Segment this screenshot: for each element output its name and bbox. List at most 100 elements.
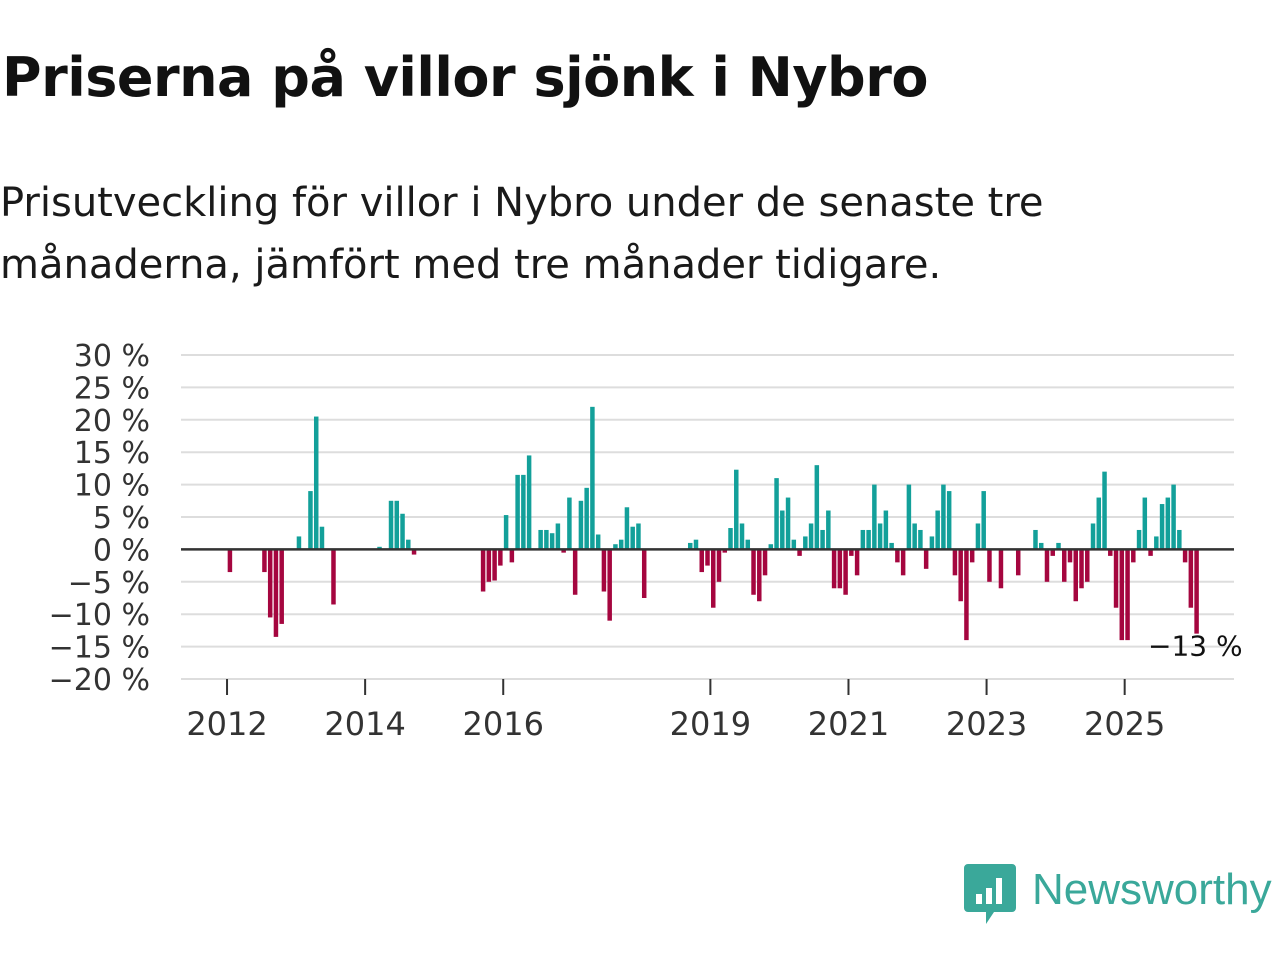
bar — [906, 484, 912, 550]
bar — [814, 465, 820, 550]
bar — [831, 549, 837, 589]
bar — [503, 515, 509, 550]
y-tick-label: 0 % — [93, 533, 150, 568]
bar — [1102, 471, 1107, 550]
bar — [296, 536, 302, 550]
bar — [1177, 529, 1182, 550]
bar — [918, 529, 923, 550]
chart-subtitle: Prisutveckling för villor i Nybro under … — [0, 180, 1044, 288]
bar — [308, 491, 313, 550]
bar — [595, 534, 601, 550]
bar — [331, 549, 336, 605]
bar — [1015, 549, 1021, 576]
bar — [941, 484, 946, 550]
y-tick-label: 10 % — [74, 469, 150, 504]
bar — [883, 510, 889, 550]
bar — [1131, 549, 1136, 563]
bar — [313, 416, 319, 550]
bar — [636, 523, 641, 550]
bar — [946, 491, 952, 550]
bar — [820, 529, 825, 550]
bar — [872, 484, 877, 550]
bar — [1171, 484, 1176, 550]
bar — [498, 549, 503, 566]
bar — [1067, 549, 1073, 563]
bar — [964, 549, 969, 641]
bar — [1090, 523, 1096, 550]
bar — [969, 549, 975, 563]
bar — [849, 549, 854, 556]
bar — [837, 549, 843, 589]
y-tick-label: −20 % — [49, 663, 150, 698]
bar — [912, 523, 917, 550]
bar — [319, 526, 325, 550]
bar-chart: 30 %25 %20 %15 %10 %5 %0 %−5 %−10 %−15 %… — [49, 339, 1243, 743]
bar — [762, 549, 768, 576]
bar — [854, 549, 860, 576]
bar — [1050, 549, 1055, 556]
bar — [808, 523, 814, 550]
bar — [768, 544, 774, 550]
bar — [687, 542, 693, 550]
bar — [618, 539, 624, 550]
bar — [227, 549, 233, 573]
bar — [515, 474, 520, 550]
bar — [774, 478, 779, 550]
last-value-label: −13 % — [1148, 630, 1243, 663]
bar — [722, 549, 728, 553]
bar — [791, 539, 797, 550]
bar — [716, 549, 722, 582]
bar — [624, 507, 630, 550]
bar — [388, 500, 394, 550]
bar — [1085, 549, 1090, 582]
bar — [780, 510, 785, 550]
x-tick-label: 2023 — [946, 705, 1027, 743]
y-tick-label: 30 % — [74, 339, 150, 374]
bar — [860, 529, 866, 550]
bar — [745, 539, 751, 550]
bar — [1165, 497, 1171, 550]
y-tick-label: −10 % — [49, 598, 150, 633]
bar — [1073, 549, 1079, 602]
bar — [1125, 549, 1130, 641]
bar — [1119, 549, 1125, 641]
bar — [1062, 549, 1067, 582]
chart-title: Priserna på villor sjönk i Nybro — [2, 46, 928, 109]
bar — [998, 549, 1004, 589]
x-tick-label: 2012 — [186, 705, 267, 743]
x-tick-label: 2014 — [324, 705, 405, 743]
bar — [486, 549, 492, 582]
bar — [1033, 529, 1038, 550]
bar — [958, 549, 963, 602]
bar — [1154, 536, 1159, 550]
bar — [889, 542, 894, 550]
y-axis: 30 %25 %20 %15 %10 %5 %0 %−5 %−10 %−15 %… — [49, 339, 150, 698]
bar — [394, 500, 400, 550]
bar — [411, 549, 417, 555]
bar — [1079, 549, 1084, 589]
bar — [1194, 549, 1199, 634]
bar — [843, 549, 848, 595]
bar — [900, 549, 906, 576]
bar — [590, 406, 595, 550]
x-tick-label: 2021 — [808, 705, 889, 743]
bar — [987, 549, 992, 582]
bar — [757, 549, 762, 602]
bar — [866, 529, 871, 550]
y-tick-label: 20 % — [74, 404, 150, 439]
bar — [584, 487, 589, 550]
bar — [711, 549, 716, 608]
bar — [739, 523, 745, 550]
bar — [406, 539, 411, 550]
bar-series — [227, 406, 1199, 641]
bar — [492, 549, 497, 581]
bar — [262, 549, 267, 573]
bar — [981, 491, 986, 550]
bar — [1038, 542, 1044, 550]
bar — [267, 549, 273, 618]
bar — [785, 497, 791, 550]
bar — [952, 549, 958, 576]
bar — [567, 497, 572, 550]
bar — [935, 510, 940, 550]
bar — [693, 539, 699, 550]
